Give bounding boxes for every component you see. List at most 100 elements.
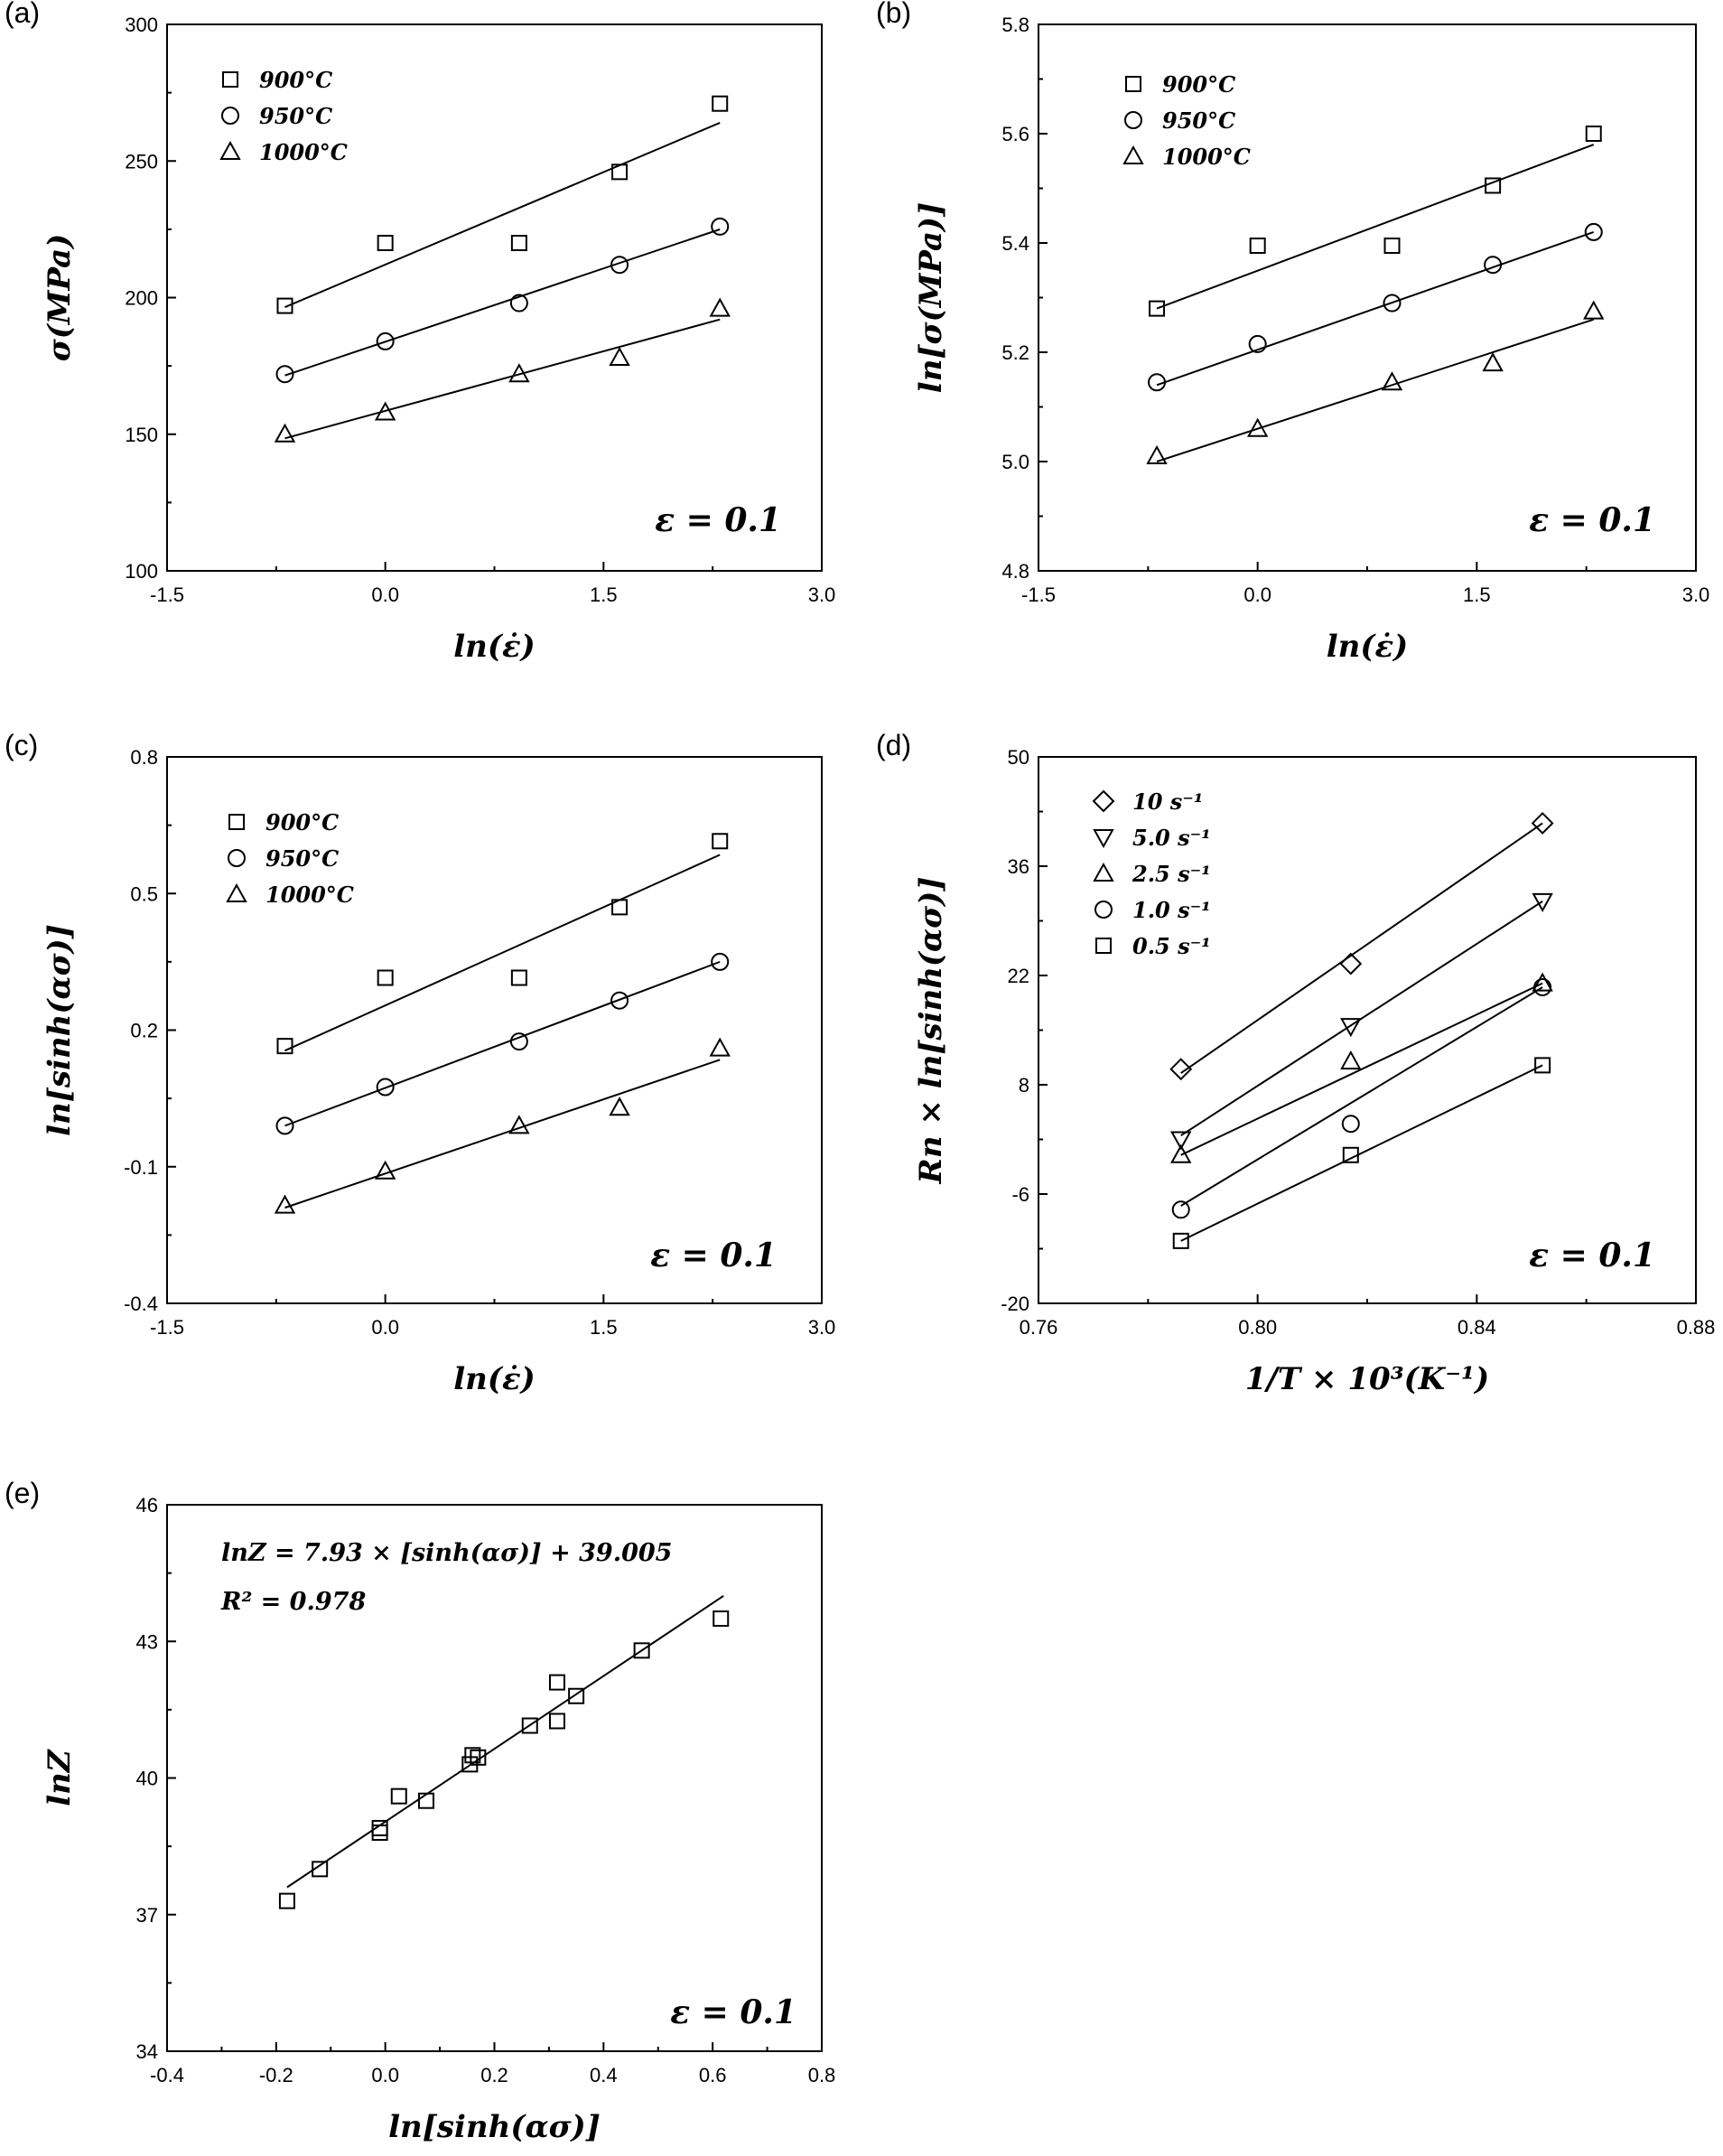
x-tick-label: 0.0 [371, 583, 399, 606]
strain-annotation: ε = 0.1 [1529, 501, 1655, 539]
y-tick-label: -0.4 [124, 1293, 158, 1315]
data-point [712, 1610, 730, 1628]
x-tick-label: 3.0 [1682, 583, 1710, 606]
y-tick-label: 250 [125, 150, 158, 173]
x-tick-label: 0.6 [699, 2064, 727, 2086]
y-axis-label: σ(MPa) [42, 234, 78, 362]
y-tick-label: 43 [136, 1630, 158, 1653]
y-tick-label: 46 [136, 1494, 158, 1517]
data-point [1170, 1143, 1192, 1163]
y-tick-label: 22 [1008, 965, 1029, 987]
series-2 [274, 1037, 731, 1214]
data-point [1484, 256, 1503, 275]
strain-annotation: ε = 0.1 [670, 1993, 796, 2031]
data-point [712, 833, 729, 850]
data-point [611, 899, 629, 916]
legend-marker [1093, 829, 1114, 849]
x-tick-label: 0.0 [371, 2064, 399, 2086]
data-point [508, 1115, 530, 1134]
legend-label: 950°C [265, 845, 339, 872]
y-axis-label: ln[sinh(ασ)] [42, 924, 78, 1136]
legend-marker [1122, 145, 1144, 164]
data-point [568, 1687, 585, 1704]
y-tick-label: 300 [125, 14, 158, 36]
data-point [464, 1747, 481, 1764]
legend: 10 s⁻¹ 5.0 s⁻¹ 2.5 s⁻¹ 1.0 s⁻¹ 0.5 s⁻¹ [1092, 789, 1211, 959]
legend-marker [1124, 111, 1142, 129]
legend-marker [1093, 862, 1114, 882]
legend-label: 900°C [265, 809, 339, 835]
y-tick-label: 100 [125, 560, 158, 583]
data-point [1246, 417, 1269, 437]
data-point [374, 1160, 396, 1180]
y-axis-label: Rn × ln[sinh(ασ)] [913, 877, 949, 1185]
data-point [1485, 177, 1502, 194]
data-point [1342, 1146, 1359, 1163]
series-0 [276, 95, 729, 314]
data-point [1531, 812, 1554, 835]
data-point [1171, 1200, 1190, 1219]
r-squared: R² = 0.978 [220, 1588, 366, 1616]
legend: 900°C 950°C 1000°C [226, 809, 354, 908]
data-point [1584, 222, 1603, 241]
data-point [417, 1792, 434, 1809]
data-point [1482, 352, 1504, 372]
legend-label: 10 s⁻¹ [1132, 789, 1203, 815]
fit-equation: lnZ = 7.93 × [sinh(ασ)] + 39.005 [221, 1539, 672, 1567]
strain-annotation: ε = 0.1 [1529, 1237, 1655, 1274]
panel-label: (c) [5, 729, 38, 761]
data-point [278, 1892, 295, 1909]
data-point [1532, 892, 1553, 912]
legend-marker [228, 814, 245, 830]
panel-label: (b) [876, 0, 911, 29]
legend-marker [222, 71, 238, 88]
data-point [1585, 126, 1602, 142]
fit-line [284, 228, 721, 377]
panel-label: (a) [5, 0, 40, 29]
x-tick-label: 0.84 [1458, 1316, 1496, 1339]
legend-label: 900°C [259, 67, 332, 93]
fit-line [284, 1059, 721, 1209]
series-1 [275, 217, 730, 384]
y-tick-label: 0.5 [130, 882, 158, 905]
x-axis-label: 1/T × 10³(K⁻¹) [1245, 1361, 1489, 1397]
panel-label: (e) [5, 1477, 40, 1509]
x-tick-label: -0.4 [150, 2064, 184, 2086]
data-point [1532, 972, 1553, 992]
data-point [610, 991, 629, 1010]
legend-marker [226, 882, 247, 902]
data-point [274, 423, 296, 443]
strain-annotation: ε = 0.1 [655, 501, 781, 539]
data-point [275, 365, 294, 384]
data-point [609, 1097, 630, 1116]
data-point [1146, 444, 1168, 464]
y-tick-label: 5.0 [1001, 451, 1029, 473]
series-2 [1146, 300, 1605, 464]
panel-c: -1.5 0.0 1.5 3.0 -0.4 -0.1 0.2 0.5 0.8 (c) ln(ε̇) l… [5, 729, 835, 1397]
data-point [633, 1642, 650, 1659]
x-axis-label: ln[sinh(ασ)] [388, 2109, 601, 2145]
data-point [374, 401, 396, 421]
y-tick-label: 150 [125, 424, 158, 446]
y-tick-label: 4.8 [1001, 560, 1029, 583]
legend-label: 1000°C [1162, 144, 1251, 170]
y-tick-label: 5.2 [1001, 341, 1029, 364]
series-1 [1148, 222, 1603, 392]
data-point [1383, 238, 1401, 255]
data-point [371, 1819, 388, 1836]
fit-line [1156, 144, 1595, 310]
data-point [609, 346, 630, 367]
data-point [1341, 1115, 1360, 1134]
x-tick-label: 0.0 [371, 1316, 399, 1339]
legend-marker [1092, 789, 1115, 813]
x-tick-label: 0.0 [1243, 583, 1271, 606]
x-tick-label: 1.5 [1463, 583, 1491, 606]
data-point [1533, 977, 1552, 996]
y-tick-label: 40 [136, 1768, 158, 1790]
series-1 [275, 952, 730, 1135]
fit-line [1180, 986, 1543, 1207]
y-tick-label: 5.4 [1001, 232, 1029, 255]
data-point [275, 1116, 294, 1135]
data-point [1149, 300, 1166, 317]
x-tick-label: -1.5 [150, 1316, 184, 1339]
